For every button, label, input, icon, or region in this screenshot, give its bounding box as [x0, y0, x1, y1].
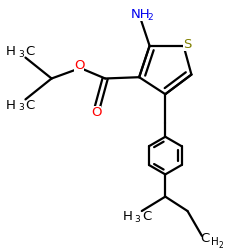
Text: 2: 2 [218, 241, 223, 250]
Text: C: C [142, 210, 151, 223]
Text: O: O [91, 106, 101, 120]
Text: H: H [122, 210, 132, 223]
Text: C: C [26, 45, 35, 58]
Text: O: O [74, 59, 84, 72]
Text: H: H [210, 236, 218, 246]
Text: C: C [26, 99, 35, 112]
Text: S: S [183, 38, 192, 51]
Text: 3: 3 [134, 215, 140, 224]
Text: H: H [6, 99, 16, 112]
Text: NH: NH [131, 8, 150, 21]
Text: H: H [6, 45, 16, 58]
Text: 2: 2 [147, 12, 153, 22]
Text: 3: 3 [18, 103, 24, 112]
Text: C: C [200, 232, 210, 245]
Text: 3: 3 [18, 50, 24, 59]
